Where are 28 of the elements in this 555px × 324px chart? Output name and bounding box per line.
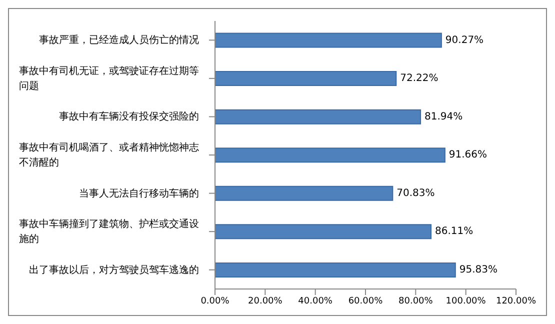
data-label: 72.22% [400,73,438,84]
x-tick-label: 120.00% [496,296,536,306]
data-label: 70.83% [396,188,435,199]
bar [215,186,394,201]
bar [215,224,432,240]
x-tick-label: 80.00% [398,296,434,306]
y-tick-label: 事故严重，已经造成人员伤亡的情况 [39,34,199,46]
x-tick-label: 100.00% [446,296,486,306]
bar [215,71,397,86]
x-tick-label: 20.00% [248,296,283,306]
y-tick-label: 事故中有车辆没有投保交强险的 [59,110,199,122]
data-label: 86.11% [434,226,474,238]
y-tick-label: 出了事故以后，对方驾驶员驾车逃逸的 [29,263,199,276]
y-tick-label: 事故中有司机无证，或驾驶证存在过期等问题 [19,64,199,92]
x-tick-label: 40.00% [298,296,333,306]
y-tick-label: 事故中有司机喝酒了、或者精神恍惚神志不清醒的 [19,141,199,168]
data-label: 91.66% [448,150,488,161]
bar [215,32,442,48]
x-tick-label: 60.00% [348,296,384,306]
data-label: 95.83% [459,264,498,276]
bar [215,148,446,163]
data-label: 81.94% [424,111,463,122]
y-tick-label: 当事人无法自行移动车辆的 [79,186,199,199]
bar [215,109,422,124]
bar [215,262,456,278]
y-tick-label: 事故中车辆撞到了建筑物、护栏或交通设施的 [19,218,199,245]
data-label: 90.27% [445,34,484,46]
x-tick-label: 0.00% [200,296,230,306]
